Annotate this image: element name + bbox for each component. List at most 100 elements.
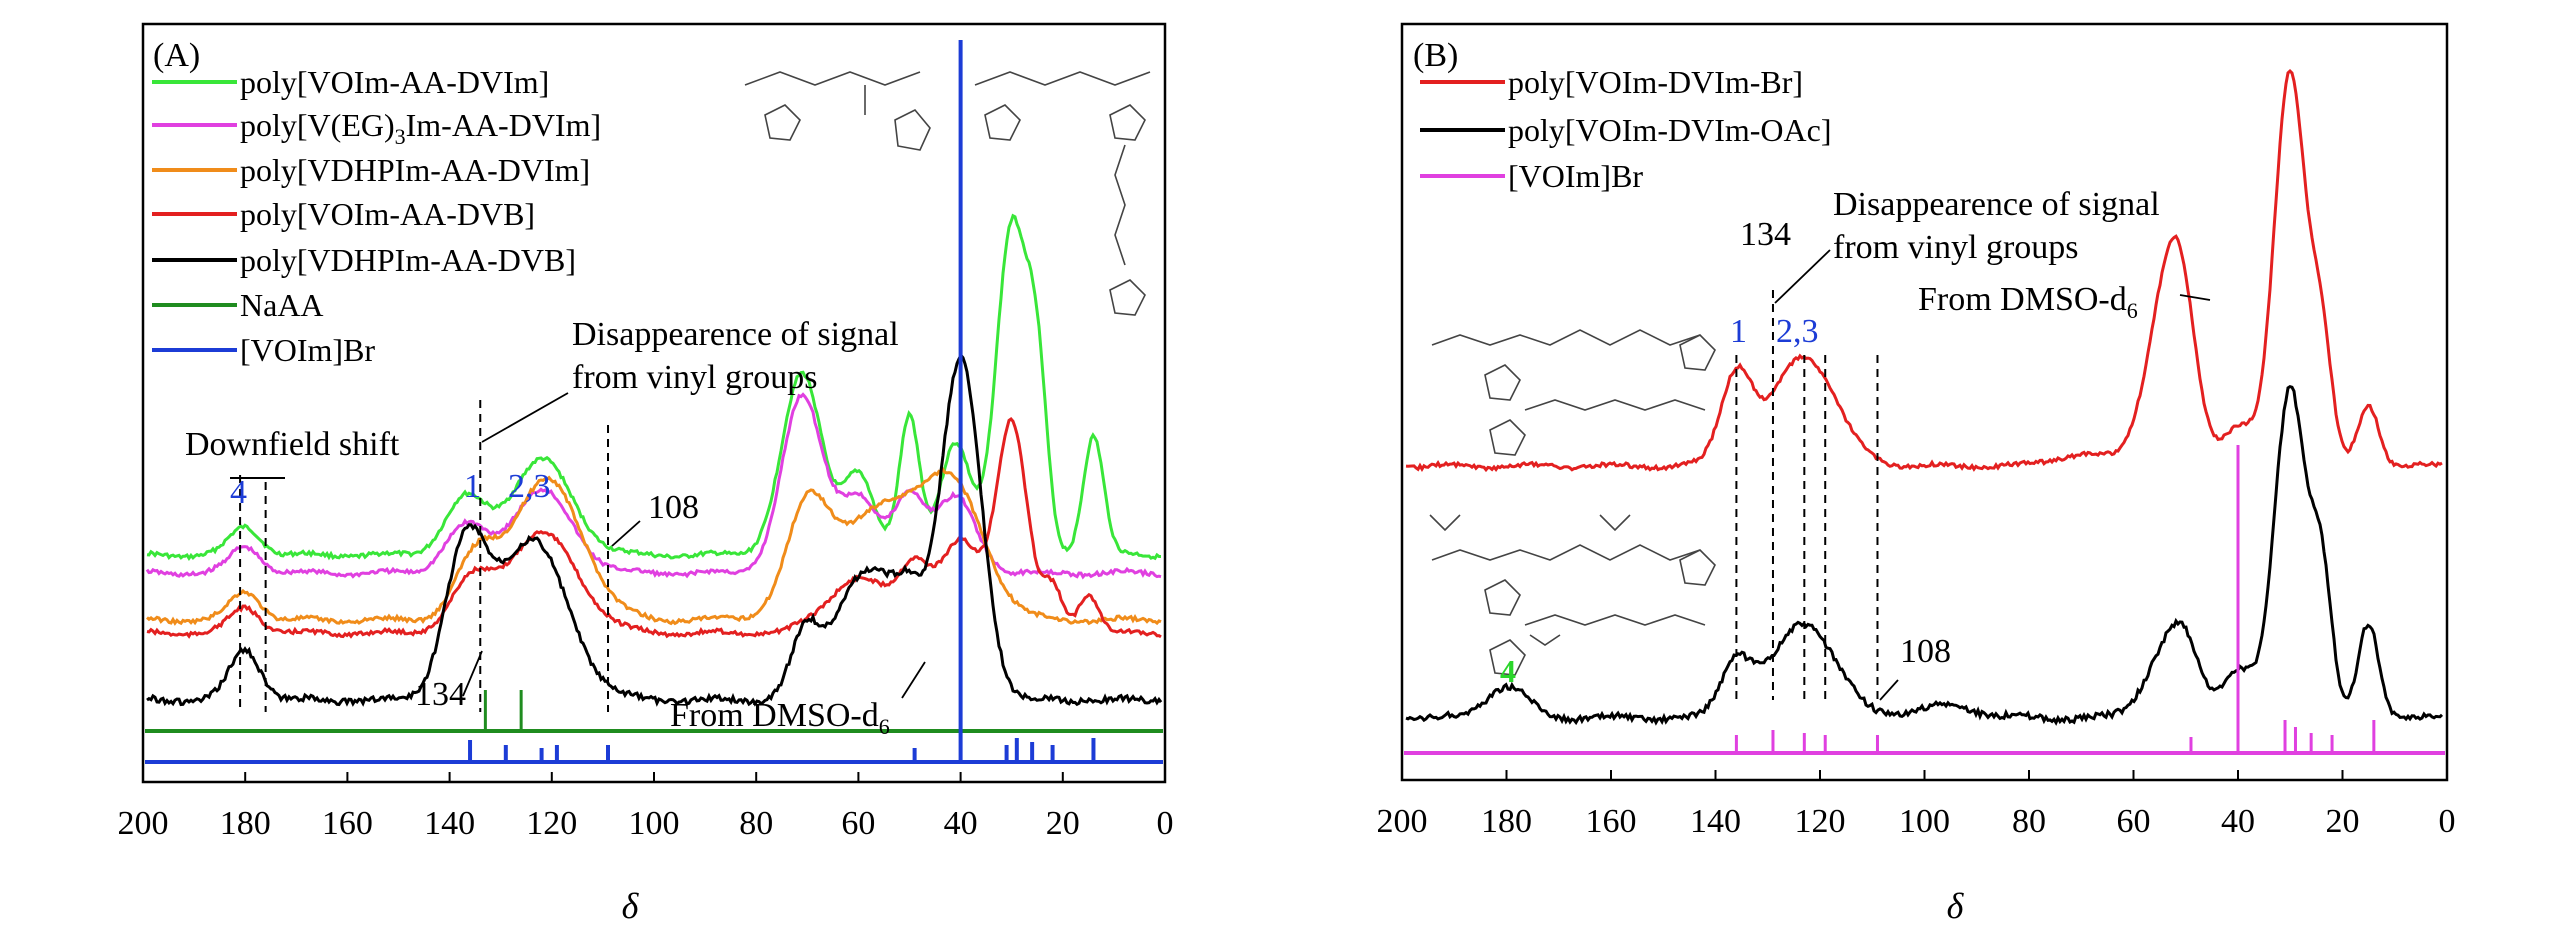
annotation-a-134: 134 <box>415 676 466 713</box>
panel-b-x-axis-tick-label: 80 <box>2012 803 2046 840</box>
structure-b2-alkyl <box>1524 614 1706 626</box>
annotation-b-pointer-108 <box>1879 679 1899 701</box>
legend-label-a-2: poly[V(EG)3Im-AA-DVIm] <box>240 107 601 149</box>
panel-b-legend: poly[VOIm-DVIm-Br] poly[VOIm-DVIm-OAc] [… <box>1420 64 1831 194</box>
annotation-b-108: 108 <box>1900 633 1951 670</box>
annotation-a-downfield-shift: Downfield shift <box>185 426 400 463</box>
panel-a-x-axis-tick-label: 0 <box>1157 805 1174 842</box>
annotation-a-dmso: From DMSO-d6 <box>670 697 890 739</box>
annotation-b-pointer-dmso <box>2179 294 2211 301</box>
panel-a-x-axis-label: δ <box>622 886 640 926</box>
panel-a-x-axis-tick-label: 120 <box>526 805 577 842</box>
annotation-a-pointer-108 <box>611 520 641 547</box>
legend-label-b-2: poly[VOIm-DVIm-OAc] <box>1508 112 1831 148</box>
panel-b-x-axis-tick-label: 200 <box>1377 803 1428 840</box>
annotation-a-pointer-134 <box>462 650 483 697</box>
panel-b-reference-lines <box>1735 290 1879 700</box>
legend-label-b-3: [VOIm]Br <box>1508 158 1643 194</box>
annotation-b-peak-2-3: 2,3 <box>1776 313 1819 350</box>
panel-a-spectra <box>145 40 1163 764</box>
legend-label-a-1: poly[VOIm-AA-DVIm] <box>240 64 549 100</box>
panel-a-spectrum-4 <box>146 416 1162 639</box>
legend-label-b-1: poly[VOIm-DVIm-Br] <box>1508 64 1803 100</box>
panel-b-x-axis-tick-label: 40 <box>2221 803 2255 840</box>
annotation-a-disappear-line2: from vinyl groups <box>572 359 818 396</box>
structure-b1-chain <box>1431 329 1701 346</box>
structure-b2-imidazolium-1 <box>1484 579 1521 616</box>
panel-b-x-axis-tick-label: 100 <box>1899 803 1950 840</box>
annotation-b-peak-4: 4 <box>1500 653 1516 689</box>
annotation-a-disappear-line1: Disappearence of signal <box>572 316 899 353</box>
annotation-b-peak-1: 1 <box>1730 313 1747 350</box>
panel-b-x-axis-tick-label: 120 <box>1795 803 1846 840</box>
legend-label-a-4: poly[VOIm-AA-DVB] <box>240 196 535 232</box>
annotation-b-pointer-disappear <box>1774 249 1831 304</box>
panel-a-x-axis-tick-label: 180 <box>220 805 271 842</box>
panel-a-x-axis-tick-label: 80 <box>739 805 773 842</box>
panel-a-x-axis-tick-label: 20 <box>1046 805 1080 842</box>
panel-a-spectrum-5 <box>146 352 1163 707</box>
panel-b-x-axis-tick-label: 180 <box>1481 803 1532 840</box>
panel-b: 200 180 160 140 120 100 80 60 40 20 0 (B) poly[VOI… <box>1377 22 2456 926</box>
panel-b-x-axis-tick-label: 60 <box>2117 803 2151 840</box>
panel-b-spectrum-2 <box>1405 384 2444 726</box>
structure-a-phenyl-1 <box>894 109 931 151</box>
panel-b-x-axis: 200 180 160 140 120 100 80 60 40 20 0 <box>1377 770 2456 840</box>
panel-a-x-axis-tick-label: 60 <box>841 805 875 842</box>
annotation-b-disappear-line1: Disappearence of signal <box>1833 186 2160 223</box>
panel-a-annotations: Downfield shift 4 1 2,3 Disappearence of… <box>185 316 926 739</box>
panel-a-x-axis: 200 180 160 140 120 100 80 60 40 20 0 <box>118 772 1174 842</box>
structure-a-imidazolium-1 <box>764 104 801 141</box>
legend-label-a-2-part1: poly[V(EG) <box>240 107 395 143</box>
annotation-a-peak-2-3: 2,3 <box>508 468 551 505</box>
legend-label-a-2-part2: Im-AA-DVIm] <box>406 107 602 143</box>
structure-a-imidazolium-3 <box>1109 104 1146 141</box>
panel-b-x-axis-tick-label: 0 <box>2439 803 2456 840</box>
structure-b2-chain <box>1431 544 1701 561</box>
panel-a-structure-sketches <box>744 71 1151 316</box>
annotation-a-peak-4: 4 <box>230 474 247 511</box>
annotation-b-134: 134 <box>1740 216 1791 253</box>
structure-a-backbone-1 <box>744 71 921 86</box>
panel-b-spectrum-1 <box>1405 69 2443 473</box>
legend-label-a-3: poly[VDHPIm-AA-DVIm] <box>240 152 590 188</box>
structure-b1-imidazolium-2 <box>1489 419 1526 456</box>
structure-a-imidazolium-2 <box>984 104 1021 141</box>
panel-b-x-axis-tick-label: 140 <box>1690 803 1741 840</box>
panel-a: 200 180 160 140 120 100 80 60 40 20 0 (A) poly[VOI… <box>118 22 1174 926</box>
annotation-a-pointer-disappear <box>481 392 569 443</box>
annotation-b-dmso-subscript: 6 <box>2127 298 2138 323</box>
panel-a-spectrum-1 <box>146 213 1161 562</box>
annotation-b-disappear-line2: from vinyl groups <box>1833 229 2079 266</box>
panel-b-x-axis-label: δ <box>1947 886 1965 926</box>
structure-b1-imidazolium-3 <box>1679 334 1716 371</box>
panel-a-spectrum-3 <box>146 467 1162 626</box>
panel-b-structure-sketches <box>1429 329 1716 676</box>
panel-a-x-axis-tick-label: 100 <box>629 805 680 842</box>
legend-label-a-6: NaAA <box>240 287 324 323</box>
panel-a-reference-lines <box>230 400 610 712</box>
structure-b2-imidazolium-3 <box>1679 549 1716 586</box>
structure-b1-alkyl <box>1524 399 1706 411</box>
legend-label-a-5: poly[VDHPIm-AA-DVB] <box>240 242 576 278</box>
panel-b-x-axis-tick-label: 160 <box>1586 803 1637 840</box>
structure-b2-acetate-groups <box>1429 514 1631 646</box>
panel-a-label: (A) <box>153 37 200 74</box>
panel-b-spectra <box>1404 69 2445 755</box>
structure-a-imidazolium-4 <box>1109 279 1146 316</box>
annotation-a-dmso-main: From DMSO-d <box>670 697 879 734</box>
legend-label-a-7: [VOIm]Br <box>240 332 375 368</box>
structure-b1-imidazolium-1 <box>1484 364 1521 401</box>
annotation-a-dmso-subscript: 6 <box>879 714 890 739</box>
annotation-a-peak-1: 1 <box>464 468 481 505</box>
annotation-b-dmso-main: From DMSO-d <box>1918 281 2127 318</box>
structure-a-crosslinker <box>1114 144 1126 266</box>
structure-a-backbone-2 <box>974 71 1151 86</box>
panel-b-label: (B) <box>1413 37 1458 74</box>
annotation-a-108: 108 <box>648 489 699 526</box>
panel-b-annotations: 134 Disappearence of signal from vinyl g… <box>1500 186 2211 701</box>
structure-b2-imidazolium-2 <box>1489 639 1526 676</box>
annotation-b-dmso: From DMSO-d6 <box>1918 281 2138 323</box>
panel-a-x-axis-tick-label: 200 <box>118 805 169 842</box>
